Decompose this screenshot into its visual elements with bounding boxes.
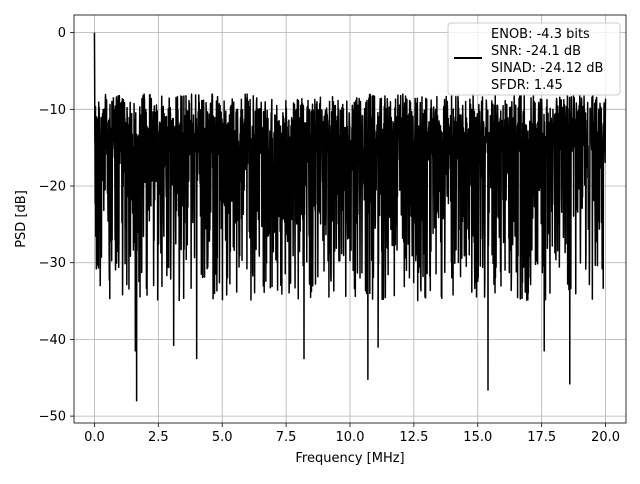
x-tick-label: 17.5 — [527, 430, 556, 445]
x-tick-label: 0.0 — [84, 430, 105, 445]
x-tick-label: 20.0 — [591, 430, 620, 445]
x-tick-label: 10.0 — [336, 430, 365, 445]
x-tick-label: 7.5 — [276, 430, 297, 445]
y-tick-label: 0 — [58, 26, 66, 41]
psd-series-line — [93, 32, 607, 402]
x-tick-label: 12.5 — [399, 430, 428, 445]
y-axis-label: PSD [dB] — [14, 190, 29, 248]
y-tick-label: −50 — [39, 410, 66, 425]
legend-box — [447, 22, 621, 96]
y-tick-label: −30 — [39, 256, 66, 271]
y-ticks: 0 −10 −20 −30 −40 −50 — [39, 26, 74, 425]
y-tick-label: −10 — [39, 103, 66, 118]
legend-entry: SNR: -24.1 dB — [491, 44, 581, 59]
x-axis-label: Frequency [MHz] — [295, 451, 404, 466]
y-tick-label: −40 — [39, 333, 66, 348]
x-ticks: 0.0 2.5 5.0 7.5 10.0 12.5 15.0 17.5 20.0 — [84, 423, 620, 445]
x-tick-label: 5.0 — [212, 430, 233, 445]
legend: ENOB: -4.3 bits SNR: -24.1 dB SINAD: -24… — [447, 22, 621, 96]
legend-entry: ENOB: -4.3 bits — [491, 27, 590, 42]
legend-entry: SINAD: -24.12 dB — [491, 61, 603, 76]
series-group — [93, 32, 607, 402]
x-tick-label: 15.0 — [463, 430, 492, 445]
y-tick-label: −20 — [39, 180, 66, 195]
legend-entry: SFDR: 1.45 — [491, 78, 563, 93]
x-tick-label: 2.5 — [148, 430, 169, 445]
